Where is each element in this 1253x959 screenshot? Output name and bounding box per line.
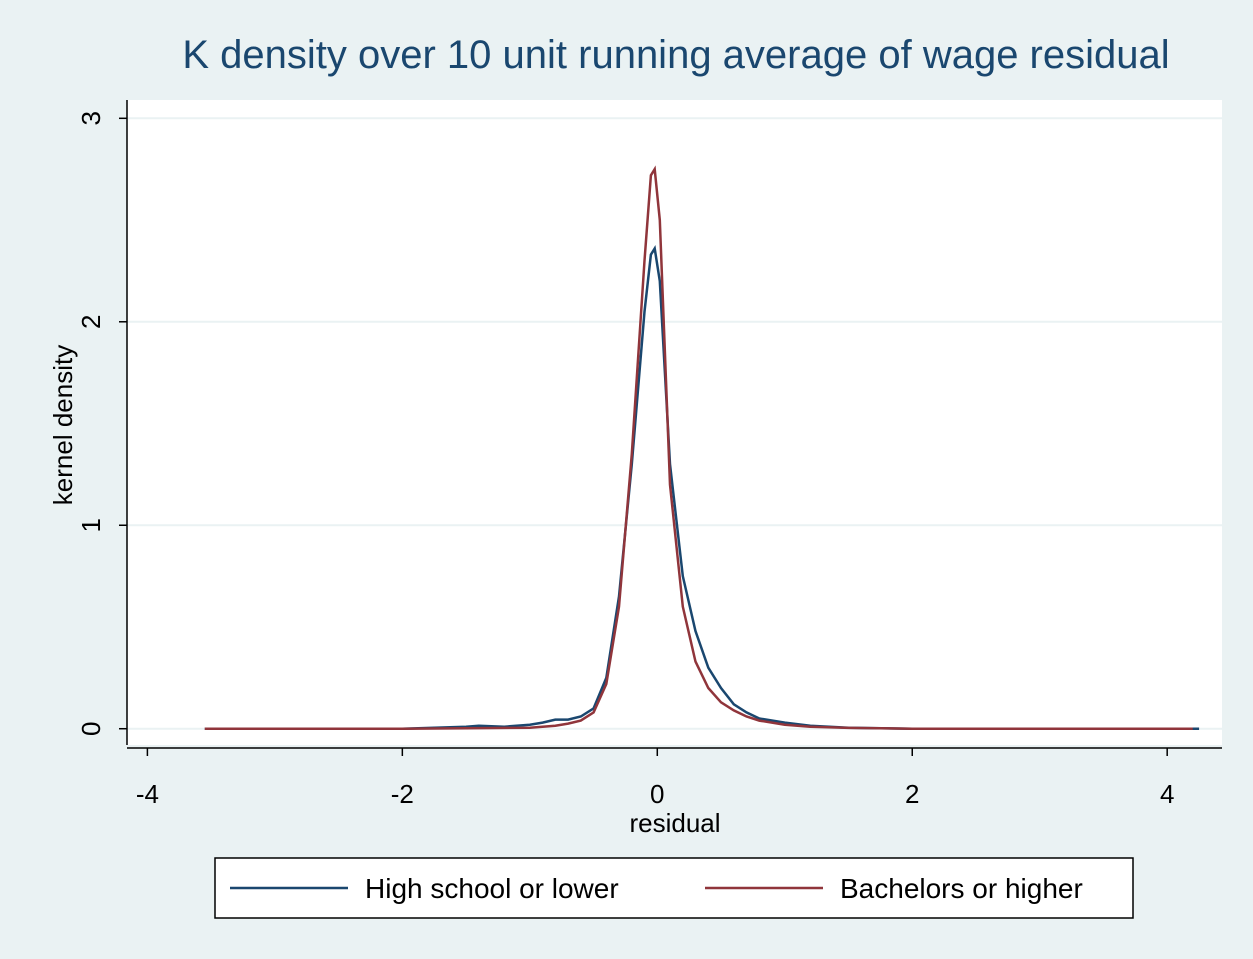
- x-tick-label: 2: [905, 779, 919, 809]
- y-axis-title: kernel density: [48, 345, 78, 505]
- series-line: [204, 165, 1193, 730]
- y-tick-label: 3: [76, 111, 106, 125]
- y-tick-label: 1: [76, 518, 106, 532]
- plot-area: [127, 100, 1222, 745]
- y-tick-label: 2: [76, 315, 106, 329]
- y-tick-label: 0: [76, 721, 106, 735]
- x-tick-label: -2: [391, 779, 414, 809]
- legend-label: High school or lower: [365, 873, 619, 904]
- x-tick-label: -4: [136, 779, 159, 809]
- x-tick-label: 4: [1160, 779, 1174, 809]
- chart-title: K density over 10 unit running average o…: [182, 33, 1169, 77]
- x-tick-label: 0: [650, 779, 664, 809]
- series-line: [204, 244, 1200, 730]
- x-axis-title: residual: [629, 808, 720, 838]
- legend: [214, 857, 1134, 919]
- legend-label: Bachelors or higher: [840, 873, 1083, 904]
